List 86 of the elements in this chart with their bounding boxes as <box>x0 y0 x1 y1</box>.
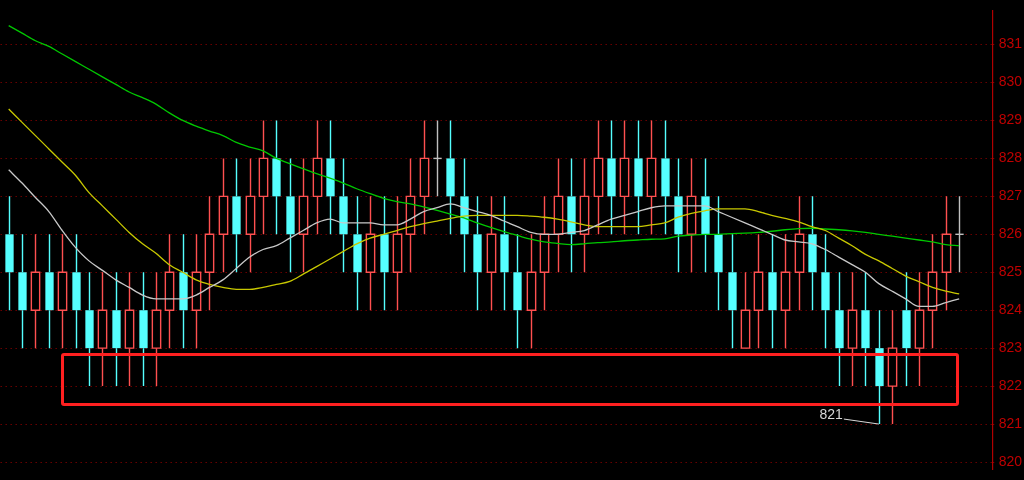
candlestick <box>861 271 870 387</box>
candlestick <box>914 271 925 387</box>
candlestick <box>579 157 590 273</box>
candlestick <box>258 119 269 236</box>
candlestick <box>593 119 604 236</box>
candlestick <box>847 271 858 387</box>
y-tick-label: 824 <box>998 301 1023 318</box>
candlestick <box>419 119 430 236</box>
y-tick-label: 828 <box>998 149 1023 166</box>
candlestick <box>780 233 791 349</box>
candlestick <box>686 157 697 273</box>
candlestick <box>661 119 670 236</box>
candlestick <box>339 157 348 273</box>
candlestick <box>97 271 108 387</box>
candlestick <box>112 271 121 387</box>
candlestick <box>30 233 41 349</box>
y-tick-label: 821 <box>998 414 1023 431</box>
y-tick-label: 825 <box>998 263 1023 280</box>
candlestick <box>513 233 522 349</box>
candlestick <box>191 233 202 349</box>
candlestick <box>446 119 455 236</box>
candlestick <box>634 119 643 236</box>
candlestick <box>365 195 376 311</box>
candlestick <box>286 157 295 273</box>
candlestick <box>619 119 630 236</box>
candlestick <box>808 195 817 311</box>
candlestick <box>473 195 482 311</box>
candlestick <box>179 233 188 349</box>
candlestick <box>18 233 27 349</box>
candlestick <box>45 233 54 349</box>
candlestick <box>72 233 81 349</box>
candlestick <box>139 271 148 387</box>
candlestick <box>380 195 389 311</box>
candlestick <box>875 309 884 425</box>
candlestick <box>353 195 362 311</box>
candlestick <box>887 309 898 425</box>
candlestick <box>728 233 737 349</box>
candlestick <box>218 157 229 273</box>
candlestick <box>927 233 938 349</box>
y-tick-label: 830 <box>998 73 1023 90</box>
candlestick <box>204 195 215 311</box>
candlestick <box>460 157 469 273</box>
candlestick <box>486 195 497 311</box>
candlestick <box>753 233 764 349</box>
candlestick <box>740 271 751 349</box>
candlestick <box>500 195 509 311</box>
candlestick <box>607 119 616 236</box>
candlestick <box>553 157 564 273</box>
candlestick <box>312 119 323 236</box>
candlestick <box>57 233 68 349</box>
candlestick <box>674 157 683 273</box>
y-tick-label: 823 <box>998 339 1023 356</box>
candlestick <box>567 157 576 273</box>
candlestick <box>326 119 335 236</box>
candlestick <box>298 157 309 273</box>
candlestick <box>646 119 657 236</box>
candlestick <box>539 195 550 311</box>
candlestick <box>794 195 805 311</box>
candlestick <box>821 233 830 349</box>
line-series <box>8 169 960 308</box>
candlestick <box>941 195 952 311</box>
candlestick <box>272 119 281 236</box>
line-series <box>8 24 960 247</box>
candlestick <box>85 271 94 387</box>
y-tick-label: 826 <box>998 225 1023 242</box>
candlestick <box>835 271 844 387</box>
y-tick-label: 827 <box>998 187 1023 204</box>
candlestick <box>902 271 911 387</box>
y-tick-label: 822 <box>998 376 1023 393</box>
candlestick <box>392 195 403 311</box>
y-tick-label: 829 <box>998 111 1023 128</box>
annotation: 821 <box>819 406 844 423</box>
candlestick <box>714 195 723 311</box>
candlestick <box>124 271 135 387</box>
candlestick <box>5 195 14 311</box>
candlestick <box>164 233 175 349</box>
line-series <box>8 108 960 295</box>
candlestick <box>768 233 777 349</box>
y-tick-label: 831 <box>998 35 1023 52</box>
candlestick <box>245 157 256 273</box>
y-tick-label: 820 <box>998 452 1023 469</box>
candlestick <box>232 157 241 273</box>
candlestick <box>151 271 162 387</box>
candlestick <box>405 157 416 273</box>
candlestick <box>526 233 537 349</box>
candlestick <box>701 157 710 273</box>
